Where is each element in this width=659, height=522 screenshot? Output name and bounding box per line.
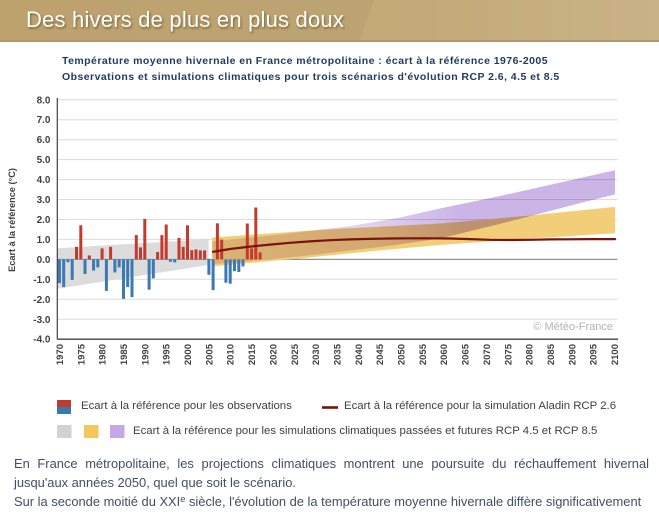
svg-text:2085: 2085 — [546, 343, 557, 365]
svg-text:7.0: 7.0 — [37, 115, 51, 126]
svg-text:2025: 2025 — [290, 343, 301, 365]
svg-text:2070: 2070 — [482, 344, 493, 365]
svg-text:Ecart à la référence (°C): Ecart à la référence (°C) — [7, 168, 17, 272]
svg-text:2075: 2075 — [503, 343, 514, 365]
svg-text:-1.0: -1.0 — [33, 275, 51, 286]
svg-text:1970: 1970 — [55, 344, 66, 365]
svg-text:4.0: 4.0 — [37, 175, 51, 186]
svg-text:2050: 2050 — [397, 344, 408, 365]
svg-text:2010: 2010 — [226, 344, 237, 365]
svg-text:2090: 2090 — [567, 344, 578, 365]
svg-text:1990: 1990 — [140, 344, 151, 365]
svg-text:2005: 2005 — [204, 343, 215, 365]
svg-text:8.0: 8.0 — [37, 95, 51, 106]
svg-text:2065: 2065 — [461, 343, 472, 365]
svg-text:1980: 1980 — [98, 344, 109, 365]
svg-text:-4.0: -4.0 — [33, 335, 51, 346]
svg-text:2035: 2035 — [333, 343, 344, 365]
svg-text:1995: 1995 — [162, 343, 173, 365]
svg-text:2080: 2080 — [525, 344, 536, 365]
svg-text:6.0: 6.0 — [37, 135, 51, 146]
svg-text:© Météo-France: © Météo-France — [533, 321, 613, 333]
svg-text:2100: 2100 — [610, 344, 621, 365]
svg-text:2.0: 2.0 — [37, 215, 51, 226]
svg-text:-2.0: -2.0 — [33, 295, 51, 306]
svg-text:3.0: 3.0 — [37, 195, 51, 206]
svg-text:2020: 2020 — [268, 344, 279, 365]
svg-text:1975: 1975 — [76, 343, 87, 365]
svg-text:2030: 2030 — [311, 344, 322, 365]
svg-text:-3.0: -3.0 — [33, 315, 51, 326]
svg-text:2055: 2055 — [418, 343, 429, 365]
svg-text:2060: 2060 — [439, 344, 450, 365]
svg-text:2040: 2040 — [354, 344, 365, 365]
svg-text:0.0: 0.0 — [37, 255, 51, 266]
svg-text:2015: 2015 — [247, 343, 258, 365]
svg-text:1985: 1985 — [119, 343, 130, 365]
svg-text:2045: 2045 — [375, 343, 386, 365]
svg-text:5.0: 5.0 — [37, 155, 51, 166]
svg-text:2000: 2000 — [183, 344, 194, 365]
svg-text:2095: 2095 — [589, 343, 600, 365]
svg-text:1.0: 1.0 — [37, 235, 51, 246]
